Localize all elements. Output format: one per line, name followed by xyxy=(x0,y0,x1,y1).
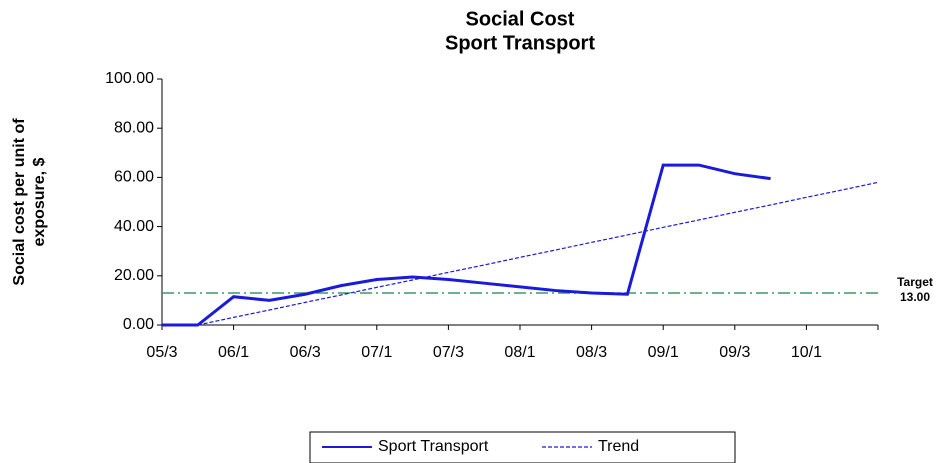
x-tick-label: 08/1 xyxy=(504,344,535,361)
x-tick-label: 09/3 xyxy=(719,344,750,361)
x-tick-label: 07/1 xyxy=(361,344,392,361)
target-value: 13.00 xyxy=(900,290,930,304)
y-axis-title: Social cost per unit of exposure, $ xyxy=(11,118,48,286)
legend-box xyxy=(309,431,736,463)
target-label: Target xyxy=(897,275,933,289)
legend-label: Trend xyxy=(598,438,639,455)
series-line xyxy=(162,163,771,327)
x-tick-label: 10/1 xyxy=(791,344,822,361)
x-tick-label: 06/3 xyxy=(290,344,321,361)
y-tick-label: 40.00 xyxy=(114,218,154,235)
y-tick-label: 100.00 xyxy=(105,70,154,87)
series-line xyxy=(197,181,879,326)
x-tick-label: 05/3 xyxy=(146,344,177,361)
chart-title: Sport Transport xyxy=(445,32,595,54)
legend-label: Sport Transport xyxy=(378,438,489,455)
x-tick-label: 07/3 xyxy=(433,344,464,361)
y-axis-title-line: exposure, $ xyxy=(31,157,48,246)
y-tick-label: 0.00 xyxy=(123,316,154,333)
x-tick-label: 06/1 xyxy=(218,344,249,361)
y-tick-label: 20.00 xyxy=(114,267,154,284)
y-axis-title-line: Social cost per unit of xyxy=(11,118,28,286)
y-tick-label: 80.00 xyxy=(114,119,154,136)
x-tick-label: 08/3 xyxy=(576,344,607,361)
y-tick-label: 60.00 xyxy=(114,169,154,186)
x-tick-label: 09/1 xyxy=(648,344,679,361)
chart-title: Social Cost xyxy=(466,8,575,30)
